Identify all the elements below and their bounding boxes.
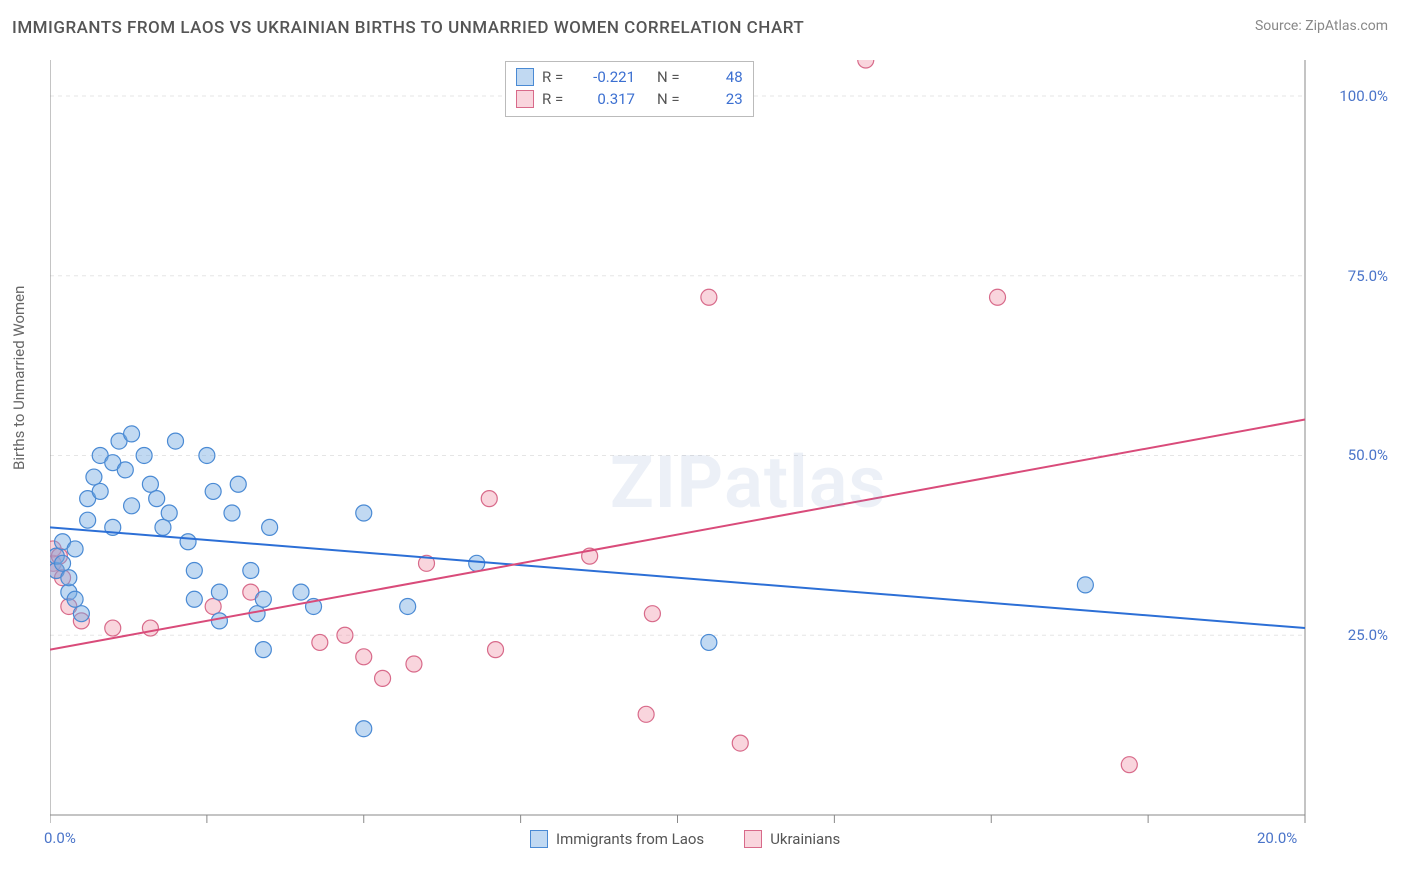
swatch-blue-icon — [516, 68, 534, 86]
legend-series: Immigrants from Laos Ukrainians — [530, 830, 840, 848]
legend-item-blue: Immigrants from Laos — [530, 830, 704, 848]
source-prefix: Source: — [1255, 18, 1305, 34]
chart-root: IMMIGRANTS FROM LAOS VS UKRAINIAN BIRTHS… — [0, 0, 1406, 892]
legend-correlation: R = -0.221 N = 48 R = 0.317 N = 23 — [505, 61, 754, 117]
legend-n-label: N = — [657, 90, 680, 108]
legend-series1-label: Immigrants from Laos — [556, 830, 704, 848]
chart-title: IMMIGRANTS FROM LAOS VS UKRAINIAN BIRTHS… — [12, 18, 804, 38]
legend-n-value-blue: 48 — [688, 68, 743, 86]
legend-r-value-pink: 0.317 — [580, 90, 635, 108]
y-axis-label: Births to Unmarried Women — [10, 286, 28, 470]
source-label: Source: ZipAtlas.com — [1255, 18, 1388, 34]
swatch-pink-icon — [744, 830, 762, 848]
x-tick-label: 0.0% — [44, 829, 76, 847]
y-tick-label: 75.0% — [1348, 267, 1388, 285]
y-tick-label: 100.0% — [1339, 87, 1388, 105]
legend-row-pink: R = 0.317 N = 23 — [516, 88, 743, 110]
legend-row-blue: R = -0.221 N = 48 — [516, 66, 743, 88]
y-tick-label: 50.0% — [1348, 446, 1388, 464]
swatch-pink-icon — [516, 90, 534, 108]
scatter-plot-svg — [50, 60, 1350, 830]
legend-r-value-blue: -0.221 — [580, 68, 635, 86]
x-tick-label: 20.0% — [1257, 829, 1297, 847]
y-tick-label: 25.0% — [1348, 626, 1388, 644]
legend-n-value-pink: 23 — [688, 90, 743, 108]
legend-item-pink: Ukrainians — [744, 830, 840, 848]
swatch-blue-icon — [530, 830, 548, 848]
plot-area: ZIPatlas R = -0.221 N = 48 R = 0.317 N =… — [50, 60, 1350, 830]
legend-r-label: R = — [542, 90, 572, 108]
legend-series2-label: Ukrainians — [770, 830, 840, 848]
legend-n-label: N = — [657, 68, 680, 86]
legend-r-label: R = — [542, 68, 572, 86]
source-name: ZipAtlas.com — [1305, 18, 1388, 34]
